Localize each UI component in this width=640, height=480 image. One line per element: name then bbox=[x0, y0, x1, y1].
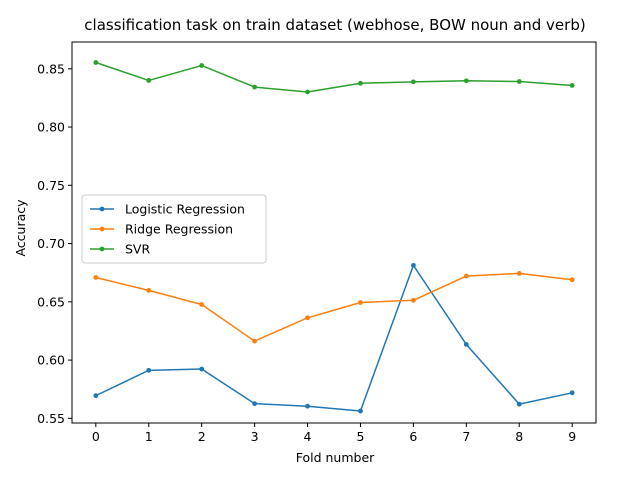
series-line-ridge-regression bbox=[95, 272, 573, 342]
legend-label-ridge-regression: Ridge Regression bbox=[125, 222, 233, 237]
series-point-logistic-regression-7 bbox=[463, 342, 469, 347]
plot-area: 0 1 2 3 4 5 6 7 8 9 0.55 0.60 0.65 0.70 0.75 0.80 0.85 Lo… bbox=[37, 41, 597, 444]
x-tick-label-7: 7 bbox=[462, 429, 470, 444]
y-tick-label-0.75: 0.75 bbox=[37, 178, 65, 193]
series-point-logistic-regression-0 bbox=[93, 393, 99, 399]
x-axis-label: Fold number bbox=[296, 450, 375, 465]
series-point-ridge-regression-4 bbox=[305, 315, 310, 321]
series-point-ridge-regression-6 bbox=[410, 297, 416, 303]
x-tick-label-8: 8 bbox=[515, 429, 523, 444]
x-tick-label-1: 1 bbox=[145, 429, 153, 444]
legend-marker-logistic-regression bbox=[99, 206, 105, 212]
series-point-logistic-regression-2 bbox=[199, 366, 205, 372]
series-point-ridge-regression-2 bbox=[199, 302, 205, 307]
series-point-logistic-regression-9 bbox=[569, 390, 575, 396]
y-tick-label-0.65: 0.65 bbox=[37, 294, 65, 309]
series-point-logistic-regression-3 bbox=[252, 401, 258, 407]
series-point-svr-5 bbox=[358, 80, 363, 86]
series-line-logistic-regression bbox=[95, 264, 573, 412]
x-tick-label-5: 5 bbox=[356, 429, 364, 444]
series-point-svr-3 bbox=[252, 84, 258, 90]
legend-marker-svr bbox=[99, 246, 105, 252]
y-tick-label-0.60: 0.60 bbox=[37, 353, 65, 368]
legend-label-svr: SVR bbox=[125, 242, 150, 257]
series-point-ridge-regression-9 bbox=[569, 277, 575, 283]
series-point-ridge-regression-7 bbox=[463, 273, 469, 279]
series-point-ridge-regression-5 bbox=[358, 300, 363, 305]
y-tick-label-0.55: 0.55 bbox=[37, 411, 65, 426]
y-axis-label: Accuracy bbox=[13, 199, 28, 257]
y-tick-label-0.80: 0.80 bbox=[37, 120, 65, 135]
axes-frame bbox=[71, 41, 597, 424]
x-tick-label-9: 9 bbox=[568, 429, 576, 444]
series-point-ridge-regression-0 bbox=[93, 275, 99, 280]
series-point-svr-7 bbox=[463, 78, 469, 84]
series-point-svr-9 bbox=[569, 83, 575, 88]
series-point-ridge-regression-8 bbox=[516, 270, 522, 276]
x-tick-label-3: 3 bbox=[251, 429, 259, 444]
chart-title: classification task on train dataset (we… bbox=[84, 16, 585, 34]
series-point-logistic-regression-6 bbox=[410, 262, 416, 268]
series-line-svr bbox=[95, 61, 573, 93]
legend-box bbox=[81, 194, 267, 264]
x-tick-label-4: 4 bbox=[304, 429, 312, 444]
legend-label-logistic-regression: Logistic Regression bbox=[125, 202, 245, 217]
series-point-logistic-regression-5 bbox=[358, 408, 363, 414]
series-point-ridge-regression-1 bbox=[146, 288, 152, 293]
series-point-svr-1 bbox=[146, 78, 152, 83]
y-tick-label-0.70: 0.70 bbox=[37, 236, 65, 251]
legend-marker-ridge-regression bbox=[99, 226, 105, 232]
series-point-svr-2 bbox=[199, 63, 205, 68]
x-tick-label-0: 0 bbox=[92, 429, 100, 444]
x-tick-label-2: 2 bbox=[198, 429, 206, 444]
series-point-svr-4 bbox=[305, 89, 310, 95]
series-point-svr-6 bbox=[410, 79, 416, 85]
y-tick-label-0.85: 0.85 bbox=[37, 61, 65, 76]
x-tick-label-6: 6 bbox=[409, 429, 417, 444]
series-point-logistic-regression-4 bbox=[305, 403, 310, 409]
series-point-logistic-regression-8 bbox=[516, 401, 522, 407]
series-point-svr-8 bbox=[516, 79, 522, 84]
series-point-logistic-regression-1 bbox=[146, 367, 152, 373]
series-point-svr-0 bbox=[93, 60, 99, 65]
series-point-ridge-regression-3 bbox=[252, 338, 258, 344]
